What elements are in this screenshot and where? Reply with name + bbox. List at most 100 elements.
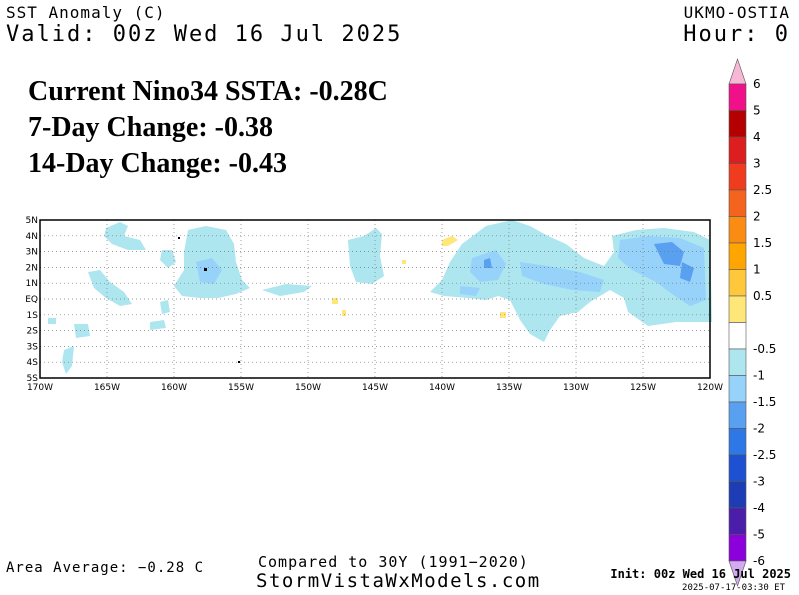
colorbar-tick-label: 1 [753,263,761,277]
lon-tick-label: 160W [161,383,187,393]
anomaly-patch [680,262,694,282]
colorbar-tick-label: -5 [753,528,765,542]
colorbar-segment [728,295,747,323]
lon-tick-label: 125W [630,383,656,393]
lat-tick-label: 3N [26,248,38,258]
climatology-base: Compared to 30Y (1991−2020) [258,553,529,571]
lon-tick-label: 140W [429,383,455,393]
lat-tick-label: 1N [26,279,38,289]
map-frame [39,219,711,379]
colorbar-tick-label: -2.5 [753,448,776,462]
color-scale-bar [728,58,747,587]
island-marker [204,268,207,271]
anomaly-patch [262,284,312,296]
anomaly-patch [654,242,684,266]
lat-tick-label: 5S [27,374,39,384]
lat-tick-label: 5N [26,216,38,226]
seven-day-change: 7-Day Change: -0.38 [28,112,273,143]
island-marker [238,361,240,363]
variable-title: SST Anomaly (C) [6,3,166,22]
lat-tick-label: 1S [27,311,39,321]
colorbar-min-triangle [728,560,747,587]
lon-tick-label: 130W [563,383,589,393]
lat-tick-label: 2S [27,327,39,337]
lon-tick-label: 170W [27,383,53,393]
colorbar-tick-label: -1.5 [753,395,776,409]
lon-tick-label: 135W [496,383,522,393]
anomaly-patch [48,318,56,324]
colorbar-tick-label: -2 [753,422,765,436]
anomaly-patch [62,346,74,374]
lat-tick-label: EQ [25,295,38,305]
colorbar-tick-label: 1.5 [753,236,772,250]
colorbar-tick-label: -6 [753,554,765,568]
colorbar-segment [728,375,747,403]
lon-tick-label: 145W [362,383,388,393]
latitude-labels: 5N 4N 3N 2N 1N EQ 1S 2S 3S 4S 5S [25,216,38,384]
colorbar-segment [728,136,747,164]
warm-anomaly-patch [500,312,506,318]
colorbar-tick-label: 5 [753,104,761,118]
current-nino34-ssta: Current Nino34 SSTA: -0.28C [28,76,388,107]
lon-tick-label: 155W [228,383,254,393]
colorbar-max-triangle [728,58,747,85]
colorbar-segment [728,322,747,350]
anomaly-patch [196,258,222,284]
fourteen-day-change: 14-Day Change: -0.43 [28,148,287,179]
colorbar-tick-label: 6 [753,77,761,91]
colorbar-segment [728,83,747,111]
lon-tick-label: 120W [697,383,723,393]
colorbar-tick-label: -3 [753,475,765,489]
anomaly-patch [160,300,170,314]
colorbar-segment [728,216,747,244]
anomaly-patch [150,320,166,330]
area-average: Area Average: −0.28 C [6,560,205,576]
colorbar-segment [728,481,747,509]
colorbar-segment [728,348,747,376]
anomaly-patch [104,222,146,250]
colorbar-segment [728,401,747,429]
colorbar-tick-label: 2 [753,210,761,224]
generation-timestamp: 2025-07-17-03:30 ET [682,583,785,593]
colorbar-segment [728,242,747,270]
color-scale-labels: 6 5 4 3 2.5 2 1.5 1 0.5 -0.5 -1 -1.5 -2 -2.5 -3 -4 -5 -6 [753,77,776,568]
anomaly-fills [48,220,712,374]
warm-anomaly-patch [332,298,338,304]
data-source: UKMO-OSTIA [683,3,790,22]
website-credit[interactable]: StormVistaWxModels.com [256,570,541,592]
colorbar-tick-label: 2.5 [753,183,772,197]
colorbar-segment [728,269,747,297]
colorbar-segment [728,163,747,191]
colorbar-tick-label: -4 [753,501,765,515]
anomaly-patch [460,286,480,296]
colorbar-segment [728,189,747,217]
colorbar-tick-label: -0.5 [753,342,776,356]
warm-anomaly-patch [402,260,406,264]
forecast-hour: Hour: 0 [683,22,790,47]
longitude-labels: 170W 165W 160W 155W 150W 145W 140W 135W 130W 125W… [27,383,723,393]
colorbar-tick-label: 4 [753,130,761,144]
colorbar-segment [728,507,747,535]
island-marker [178,237,180,239]
lat-tick-label: 4S [27,358,39,368]
anomaly-patch [74,324,90,338]
colorbar-segment [728,428,747,456]
anomaly-patch [484,258,492,268]
anomaly-patch [88,270,132,306]
lat-tick-label: 3S [27,342,39,352]
valid-time: Valid: 00z Wed 16 Jul 2025 [6,22,403,47]
colorbar-segment [728,534,747,562]
anomaly-patch [618,236,706,306]
init-time: Init: 00z Wed 16 Jul 2025 [610,567,791,581]
lat-tick-label: 4N [26,232,38,242]
anomaly-patch [520,262,604,292]
lat-tick-label: 2N [26,263,38,273]
anomaly-patch [160,250,176,268]
warm-anomaly-patch [442,236,458,246]
colorbar-segment [728,110,747,138]
colorbar-tick-label: 0.5 [753,289,772,303]
colorbar-tick-label: 3 [753,157,761,171]
colorbar-tick-label: -1 [753,369,765,383]
lon-tick-label: 165W [94,383,120,393]
